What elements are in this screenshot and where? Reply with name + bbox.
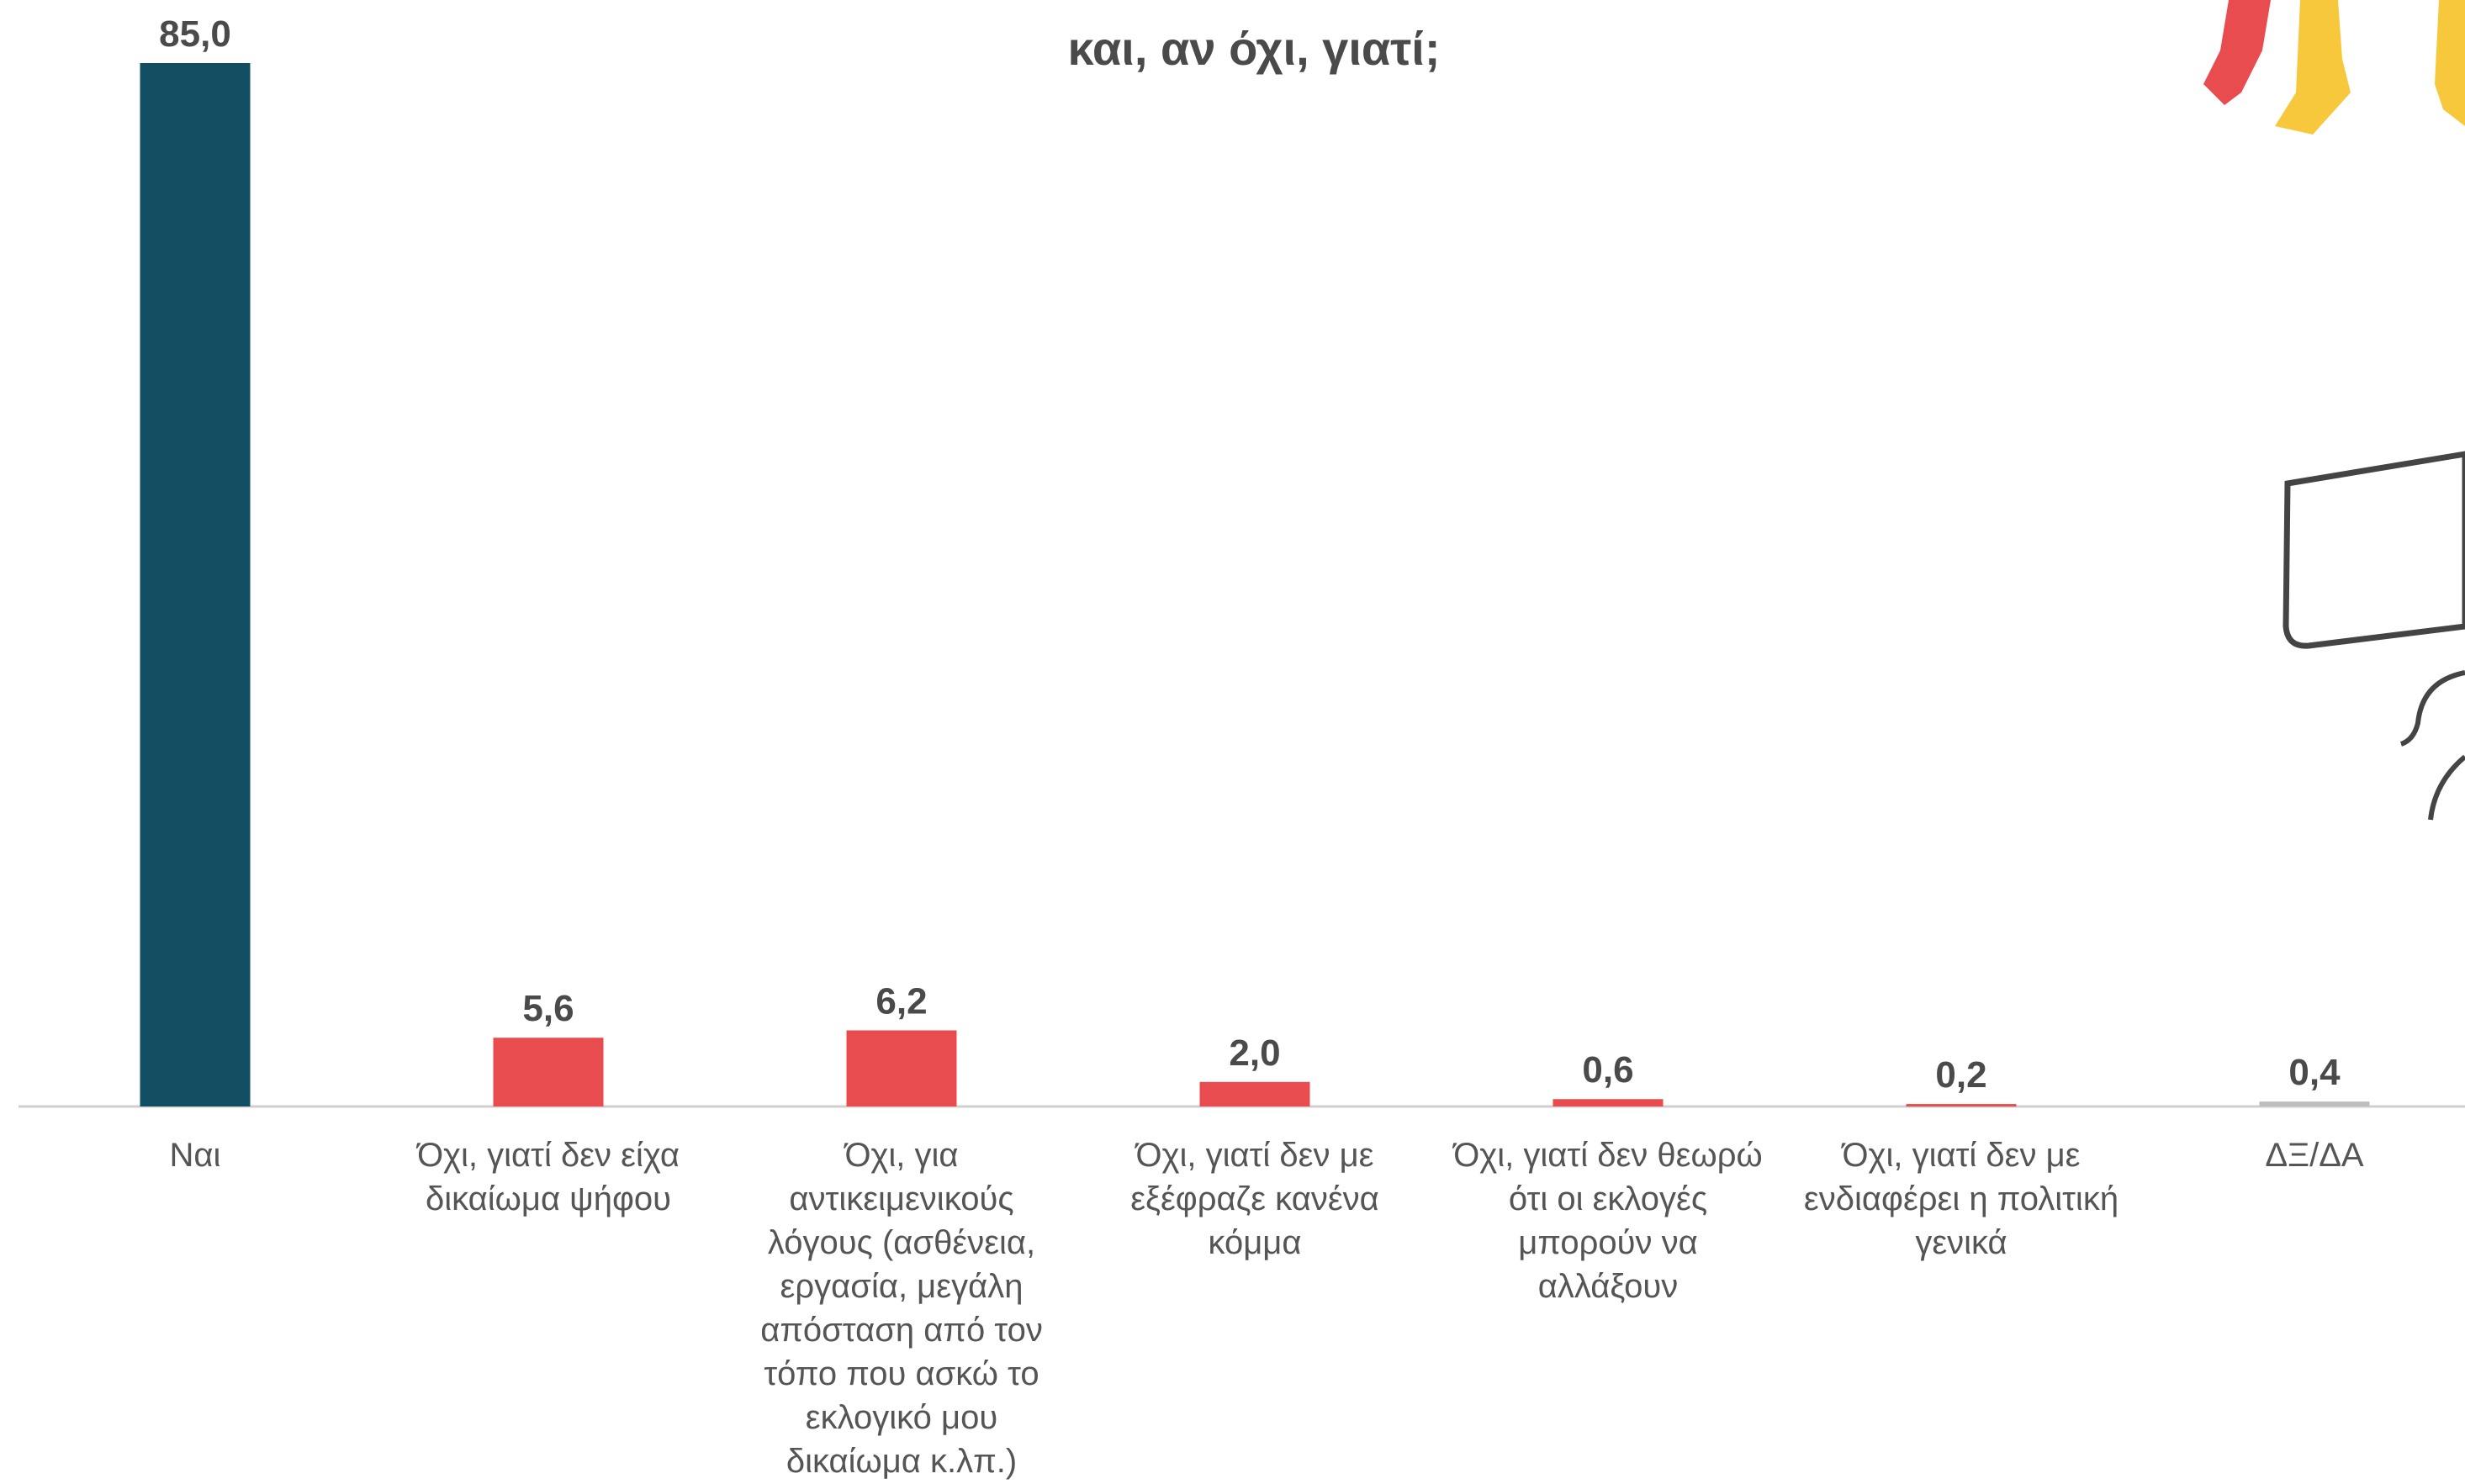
- bar: [1553, 1099, 1664, 1106]
- illustration: [2203, 0, 2465, 821]
- bar: [140, 63, 251, 1106]
- x-tick-label: Όχι, για αντικειμενικούς λόγους (ασθένει…: [760, 1137, 1043, 1480]
- x-tick-label: Όχι, γιατί δεν με ενδιαφέρει η πολιτική …: [1803, 1137, 2119, 1261]
- chart-title: και, αν όχι, γιατί;: [1067, 22, 1440, 75]
- x-tick-label: ΔΞ/ΔΑ: [2265, 1137, 2364, 1174]
- bar: [1199, 1081, 1310, 1106]
- bar: [1906, 1104, 2017, 1107]
- value-label: 5,6: [522, 988, 574, 1029]
- value-label: 0,2: [1935, 1054, 1986, 1096]
- bar: [2259, 1101, 2370, 1106]
- value-label: 85,0: [159, 13, 231, 55]
- x-tick-label: Όχι, γιατί δεν θεωρώ ότι οι εκλογές μπορ…: [1453, 1137, 1763, 1305]
- x-tick-label: Όχι, γιατί δεν με εξέφραζε κανένα κόμμα: [1130, 1137, 1379, 1261]
- illustration-hand: [2399, 670, 2465, 821]
- illustration-leg: [2275, 0, 2351, 135]
- value-label: 2,0: [1229, 1032, 1280, 1074]
- x-tick-label: Όχι, γιατί δεν είχα δικαίωμα ψήφου: [417, 1137, 680, 1217]
- value-label: 0,4: [2288, 1052, 2341, 1093]
- value-label: 0,6: [1582, 1049, 1633, 1091]
- value-label: 6,2: [875, 980, 927, 1022]
- x-tick-label: Ναι: [169, 1137, 221, 1174]
- illustration-leg: [2435, 0, 2465, 126]
- illustration-leg: [2203, 0, 2271, 105]
- bar: [493, 1038, 604, 1106]
- illustration-sign: [2283, 451, 2465, 649]
- bar: [846, 1030, 957, 1106]
